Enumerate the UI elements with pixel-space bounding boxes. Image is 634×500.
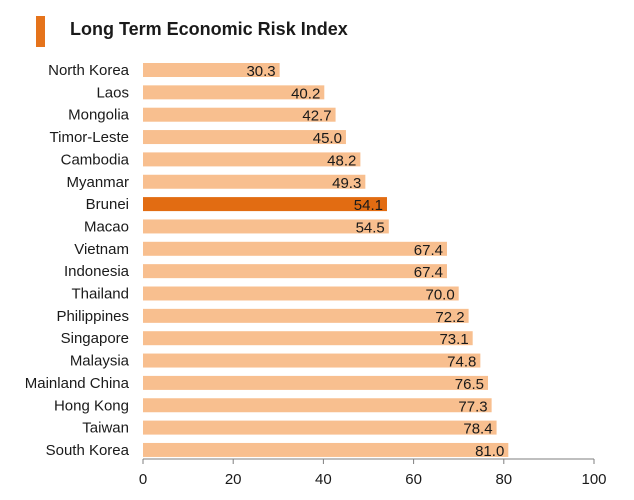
category-label-myanmar: Myanmar bbox=[66, 174, 129, 191]
bar-mongolia bbox=[143, 107, 336, 122]
category-label-brunei: Brunei bbox=[86, 196, 129, 213]
bar-brunei bbox=[143, 197, 387, 212]
value-label-mainland-china: 76.5 bbox=[455, 376, 484, 393]
x-tick-label-80: 80 bbox=[495, 471, 512, 488]
category-label-taiwan: Taiwan bbox=[82, 420, 129, 437]
category-label-north-korea: North Korea bbox=[48, 62, 130, 79]
value-label-hong-kong: 77.3 bbox=[458, 398, 487, 415]
value-label-vietnam: 67.4 bbox=[414, 242, 443, 259]
value-label-macao: 54.5 bbox=[356, 219, 385, 236]
x-axis: 0 20 40 60 80 100 bbox=[139, 458, 607, 488]
bar-south-korea bbox=[143, 442, 509, 457]
bar-myanmar bbox=[143, 174, 366, 189]
bar-thailand bbox=[143, 286, 459, 301]
value-label-philippines: 72.2 bbox=[435, 309, 464, 326]
value-label-mongolia: 42.7 bbox=[302, 108, 331, 125]
value-label-laos: 40.2 bbox=[291, 85, 320, 102]
x-tick-label-40: 40 bbox=[315, 471, 332, 488]
x-tick-label-0: 0 bbox=[139, 471, 147, 488]
category-label-laos: Laos bbox=[96, 84, 129, 101]
bar-philippines bbox=[143, 308, 469, 323]
category-label-timor-leste: Timor-Leste bbox=[50, 129, 129, 146]
value-label-south-korea: 81.0 bbox=[475, 443, 504, 460]
bar-taiwan bbox=[143, 420, 497, 435]
category-label-malaysia: Malaysia bbox=[70, 353, 130, 370]
value-label-malaysia: 74.8 bbox=[447, 354, 476, 371]
value-label-myanmar: 49.3 bbox=[332, 175, 361, 192]
bars-group bbox=[143, 63, 509, 457]
bar-vietnam bbox=[143, 241, 447, 256]
category-label-cambodia: Cambodia bbox=[61, 151, 130, 168]
bar-singapore bbox=[143, 331, 473, 346]
bar-mainland-china bbox=[143, 375, 489, 390]
category-label-philippines: Philippines bbox=[56, 308, 129, 325]
category-label-indonesia: Indonesia bbox=[64, 263, 130, 280]
value-label-timor-leste: 45.0 bbox=[313, 130, 342, 147]
category-label-hong-kong: Hong Kong bbox=[54, 397, 129, 414]
value-label-singapore: 73.1 bbox=[439, 331, 468, 348]
value-label-taiwan: 78.4 bbox=[463, 421, 492, 438]
category-label-mainland-china: Mainland China bbox=[25, 375, 130, 392]
chart-title: Long Term Economic Risk Index bbox=[70, 19, 348, 39]
category-label-south-korea: South Korea bbox=[46, 442, 130, 459]
bar-macao bbox=[143, 219, 389, 234]
category-label-macao: Macao bbox=[84, 218, 129, 235]
x-tick-label-100: 100 bbox=[581, 471, 606, 488]
bar-laos bbox=[143, 85, 325, 100]
category-label-mongolia: Mongolia bbox=[68, 107, 130, 124]
x-tick-label-60: 60 bbox=[405, 471, 422, 488]
bar-hong-kong bbox=[143, 398, 492, 413]
category-label-singapore: Singapore bbox=[61, 330, 129, 347]
bar-cambodia bbox=[143, 152, 361, 167]
category-labels: North Korea Laos Mongolia Timor-Leste Cambod… bbox=[25, 62, 130, 459]
value-label-north-korea: 30.3 bbox=[246, 63, 275, 80]
value-label-indonesia: 67.4 bbox=[414, 264, 443, 281]
bar-timor-leste bbox=[143, 130, 346, 145]
value-label-brunei: 54.1 bbox=[354, 197, 383, 214]
bar-malaysia bbox=[143, 353, 481, 368]
category-label-vietnam: Vietnam bbox=[74, 241, 129, 258]
value-label-cambodia: 48.2 bbox=[327, 152, 356, 169]
value-labels: 30.3 40.2 42.7 45.0 48.2 49.3 54.1 54.5 67.4 67.4… bbox=[246, 63, 504, 460]
x-tick-label-20: 20 bbox=[225, 471, 242, 488]
category-label-thailand: Thailand bbox=[71, 286, 129, 303]
title-accent-bar bbox=[36, 16, 45, 47]
value-label-thailand: 70.0 bbox=[425, 287, 454, 304]
bar-north-korea bbox=[143, 63, 280, 77]
bar-indonesia bbox=[143, 264, 447, 279]
